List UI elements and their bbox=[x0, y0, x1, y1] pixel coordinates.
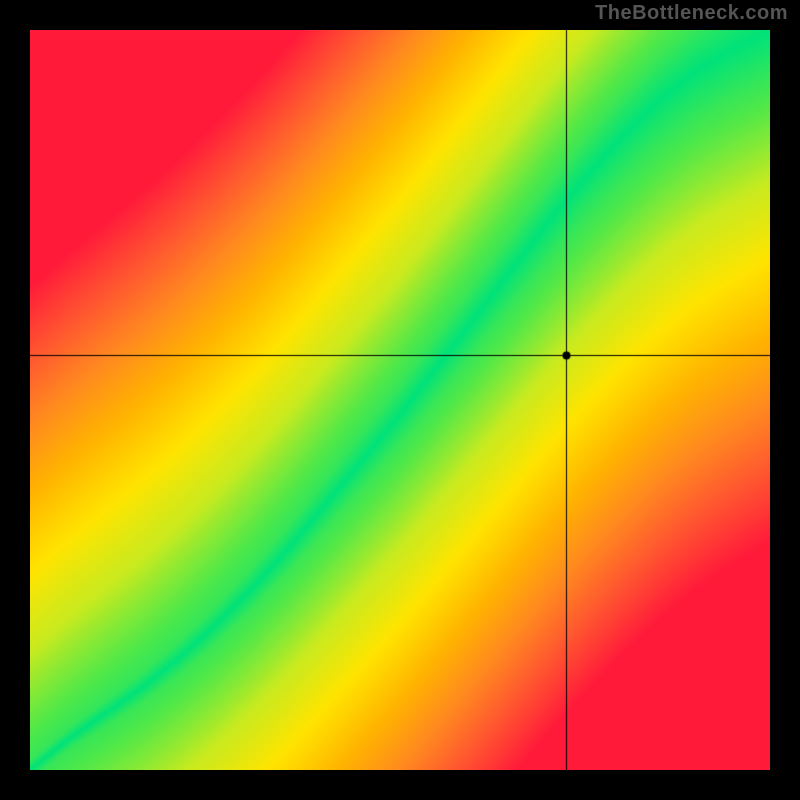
root: TheBottleneck.com bbox=[0, 0, 800, 800]
bottleneck-heatmap bbox=[30, 30, 770, 770]
heatmap-canvas bbox=[30, 30, 770, 770]
watermark-text: TheBottleneck.com bbox=[595, 2, 788, 25]
